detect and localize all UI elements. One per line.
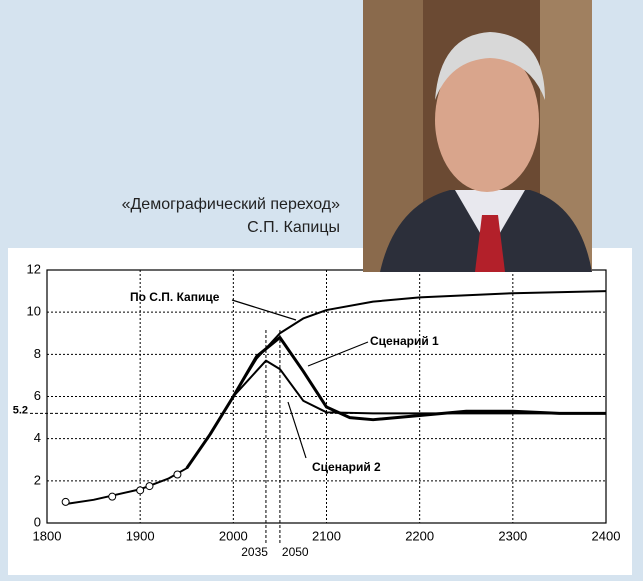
data-point [137,487,144,494]
x-tick-label: 2200 [405,528,434,543]
annotation: По С.П. Капице [130,290,220,304]
x-tick-label: 2000 [219,528,248,543]
x-tick-label: 2400 [592,528,621,543]
data-point [174,471,181,478]
caption-line: «Демографический переход» [122,196,341,213]
photo [363,0,592,272]
data-point [62,498,69,505]
reference-label: 2050 [282,545,309,559]
x-tick-label: 2300 [498,528,527,543]
x-tick-label: 1800 [33,528,62,543]
y-tick-label: 6 [34,388,41,403]
page: «Демографический переход» С.П. Капицы 18… [0,0,643,581]
y-tick-label: 12 [27,261,41,276]
y-tick-label: 0 [34,514,41,529]
annotation: Сценарий 1 [370,334,439,348]
y-tick-label: 4 [34,430,41,445]
reference-label: 2035 [241,545,268,559]
x-tick-label: 2100 [312,528,341,543]
y-tick-label: 10 [27,304,41,319]
reference-label: 5.2 [13,404,28,416]
annotation: Сценарий 2 [312,460,381,474]
data-point [109,493,116,500]
x-tick-label: 1900 [126,528,155,543]
data-point [146,483,153,490]
y-tick-label: 2 [34,472,41,487]
y-tick-label: 8 [34,346,41,361]
caption-line: С.П. Капицы [247,219,340,236]
